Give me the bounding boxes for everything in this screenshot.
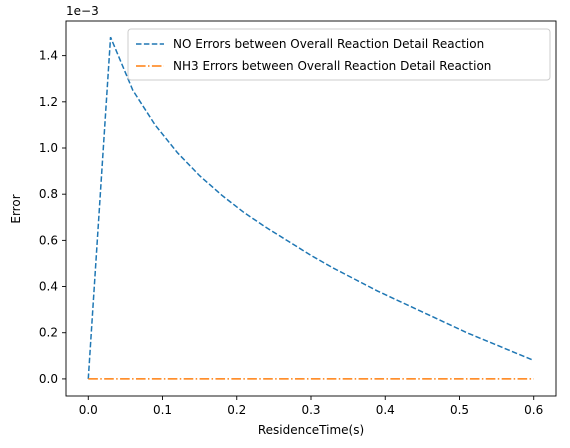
y-tick-label: 1.2 <box>39 95 58 109</box>
plot-lines <box>87 36 535 380</box>
legend-label-no-errors: NO Errors between Overall Reaction Detai… <box>173 37 484 51</box>
y-tick-label: 0.0 <box>39 372 58 386</box>
x-tick-label: 0.1 <box>153 403 172 417</box>
y-tick-label: 1.4 <box>39 49 58 63</box>
y-tick-label: 1.0 <box>39 141 58 155</box>
x-tick-label: 0.0 <box>79 403 98 417</box>
y-offset-text: 1e−3 <box>66 4 99 18</box>
y-tick-label: 0.6 <box>39 233 58 247</box>
x-tick-label: 0.5 <box>450 403 469 417</box>
legend-label-nh3-errors: NH3 Errors between Overall Reaction Deta… <box>173 59 491 73</box>
x-axis: 0.0 0.1 0.2 0.3 0.4 0.5 0.6 <box>79 396 543 417</box>
y-tick-label: 0.8 <box>39 187 58 201</box>
legend-box <box>127 28 551 81</box>
x-axis-label: ResidenceTime(s) <box>258 423 364 437</box>
x-tick-label: 0.6 <box>524 403 543 417</box>
y-axis-label: Error <box>9 194 23 223</box>
x-tick-label: 0.4 <box>376 403 395 417</box>
x-tick-label: 0.2 <box>227 403 246 417</box>
y-axis: 0.0 0.2 0.4 0.6 0.8 1.0 1.2 1.4 <box>39 49 66 386</box>
y-tick-label: 0.4 <box>39 280 58 294</box>
x-tick-label: 0.3 <box>301 403 320 417</box>
y-tick-label: 0.2 <box>39 326 58 340</box>
legend: NO Errors between Overall Reaction Detai… <box>127 28 551 81</box>
series-line-no-errors <box>87 36 535 379</box>
